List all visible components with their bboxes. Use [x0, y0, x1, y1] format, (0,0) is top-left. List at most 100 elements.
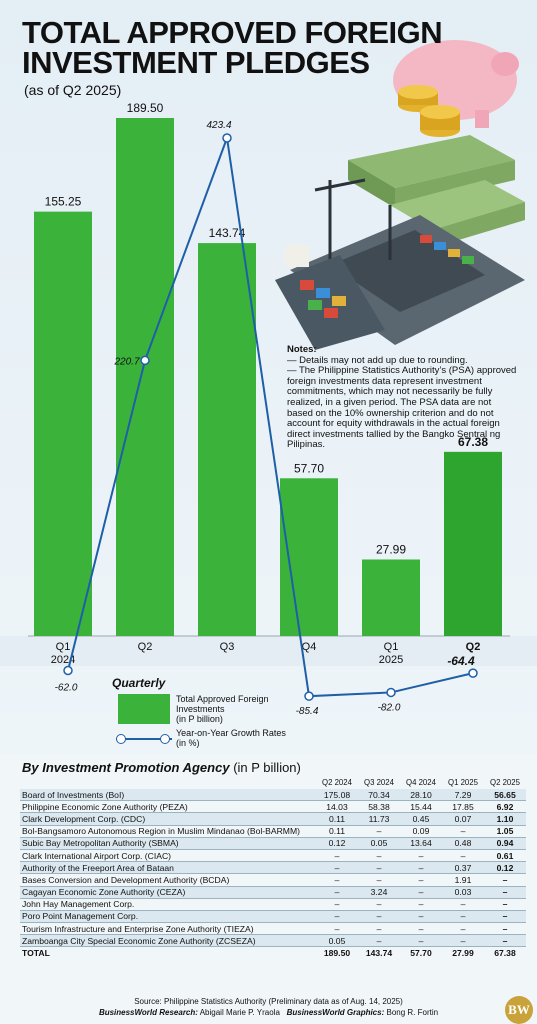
page-subtitle: (as of Q2 2025): [24, 82, 122, 98]
table-cell-value: 0.09: [400, 825, 442, 838]
table-cell-value: –: [358, 873, 400, 887]
credit-graphics: Bong R. Fortin: [386, 1008, 439, 1017]
x-tick-label: Q1: [384, 641, 399, 653]
table-cell-agency: John Hay Management Corp.: [20, 898, 316, 911]
table-cell-value: –: [484, 910, 526, 924]
table-title-text: By Investment Promotion Agency: [22, 760, 230, 775]
table-cell-agency: Philippine Economic Zone Authority (PEZA…: [20, 800, 316, 814]
notes-line-2: — The Philippine Statistics Authority’s …: [287, 365, 517, 451]
x-tick-label: Q1: [56, 641, 71, 653]
table-cell-value: –: [442, 825, 484, 838]
bar: [444, 451, 502, 636]
bar-value-label: 155.25: [45, 195, 82, 209]
table-header-cell: Q1 2025: [448, 778, 478, 787]
table-cell-value: –: [400, 910, 442, 924]
growth-point: [468, 668, 478, 678]
table-cell-value: 0.94: [484, 837, 526, 850]
table-row: Clark International Airport Corp. (CIAC)…: [20, 849, 526, 863]
bar-value-label: 67.38: [458, 435, 488, 449]
table-cell-value: –: [316, 922, 358, 936]
table-row: Bases Conversion and Development Authori…: [20, 873, 526, 887]
table-cell-value: –: [316, 861, 358, 875]
x-tick-label: Q4: [302, 641, 317, 653]
table-cell-value: 1.91: [442, 873, 484, 887]
legend-bar-swatch: [118, 694, 170, 724]
table-cell-agency: Subic Bay Metropolitan Authority (SBMA): [20, 837, 316, 850]
growth-value-label: 423.4: [206, 120, 231, 131]
table-row: Philippine Economic Zone Authority (PEZA…: [20, 800, 526, 814]
notes: Notes: — Details may not add up due to r…: [287, 344, 519, 451]
table-cell-value: 0.37: [442, 861, 484, 875]
businessworld-logo: BW: [505, 996, 533, 1024]
growth-value-label: -64.4: [447, 654, 475, 668]
source-label: Source:: [134, 997, 162, 1006]
table-header-cell: Q3 2024: [364, 778, 394, 787]
growth-value-label: -62.0: [55, 683, 78, 694]
legend-line-swatch: [116, 738, 172, 740]
table-cell-value: –: [316, 886, 358, 899]
table-header-agency: [20, 778, 316, 789]
growth-point: [386, 687, 396, 698]
table-header-row: Q2 2024 Q3 2024 Q4 2024 Q1 2025 Q2 2025: [20, 778, 526, 789]
table-cell-value: 57.70: [410, 948, 432, 959]
growth-point: [63, 665, 73, 676]
legend-bar-unit: (in P billion): [176, 714, 223, 724]
table-cell-value: –: [358, 849, 400, 863]
table-cell-value: –: [400, 873, 442, 887]
table-row: Tourism Infrastructure and Enterprise Zo…: [20, 922, 526, 936]
x-tick-label: Q2: [466, 641, 481, 653]
table-cell-value: 0.11: [316, 812, 358, 826]
table-cell-value: –: [442, 934, 484, 948]
table-body: Board of Investments (BoI) 175.08 70.34 28.…: [20, 789, 526, 959]
notes-title: Notes:: [287, 344, 317, 355]
table-header-cell: Q4 2024: [406, 778, 436, 787]
table-cell-agency: TOTAL: [22, 948, 50, 959]
x-tick-label: Q2: [138, 641, 153, 653]
table-cell-value: 0.61: [484, 849, 526, 863]
table-cell-value: 1.05: [484, 825, 526, 838]
table-cell-value: 13.64: [400, 837, 442, 850]
bar: [116, 118, 174, 636]
table-cell-value: 175.08: [316, 789, 358, 802]
legend-line-item: Year-on-Year Growth Rates (in %): [112, 724, 302, 758]
table-cell-agency: Zamboanga City Special Economic Zone Aut…: [20, 934, 316, 948]
legend-line-label: Year-on-Year Growth Rates: [176, 728, 286, 738]
table-title-unit: (in P billion): [233, 760, 301, 775]
table-cell-value: 0.45: [400, 812, 442, 826]
bar-value-label: 143.74: [209, 226, 246, 240]
bar: [34, 211, 92, 637]
bar-value-label: 189.50: [127, 101, 164, 115]
table-cell-value: 56.65: [484, 789, 526, 802]
table-cell-value: –: [484, 886, 526, 899]
table-cell-value: 15.44: [400, 800, 442, 814]
title-line-2: INVESTMENT PLEDGES: [22, 45, 370, 80]
table-cell-value: –: [358, 861, 400, 875]
table-cell-value: 6.92: [484, 800, 526, 814]
growth-value-label: -82.0: [378, 702, 401, 713]
table-cell-agency: Poro Point Management Corp.: [20, 910, 316, 924]
table-cell-value: 0.12: [316, 837, 358, 850]
table-cell-value: 3.24: [358, 886, 400, 899]
table-total-row: TOTAL 189.50 143.74 57.70 27.99 67.38: [20, 947, 526, 959]
table-cell-value: –: [484, 934, 526, 948]
table-cell-agency: Bases Conversion and Development Authori…: [20, 873, 316, 887]
agency-table: Q2 2024 Q3 2024 Q4 2024 Q1 2025 Q2 2025 …: [20, 778, 526, 959]
title-line-1: TOTAL APPROVED FOREIGN: [22, 15, 443, 50]
table-cell-agency: Bol-Bangsamoro Autonomous Region in Musl…: [20, 825, 316, 838]
table-row: Zamboanga City Special Economic Zone Aut…: [20, 934, 526, 948]
table-cell-value: –: [358, 825, 400, 838]
table-cell-value: –: [400, 849, 442, 863]
table-row: Poro Point Management Corp. – – – – –: [20, 910, 526, 924]
table-cell-value: –: [442, 849, 484, 863]
table-cell-value: 143.74: [365, 948, 393, 959]
table-cell-agency: Tourism Infrastructure and Enterprise Zo…: [20, 922, 316, 936]
table-row: Clark Development Corp. (CDC) 0.11 11.73 0.…: [20, 812, 526, 826]
table-cell-value: 27.99: [452, 948, 474, 959]
table-cell-value: –: [400, 934, 442, 948]
table-cell-value: –: [316, 873, 358, 887]
x-tick-label: Q3: [220, 641, 235, 653]
table-cell-value: 189.50: [323, 948, 351, 959]
table-cell-value: –: [400, 922, 442, 936]
table-cell-value: –: [484, 873, 526, 887]
table-cell-value: 70.34: [358, 789, 400, 802]
